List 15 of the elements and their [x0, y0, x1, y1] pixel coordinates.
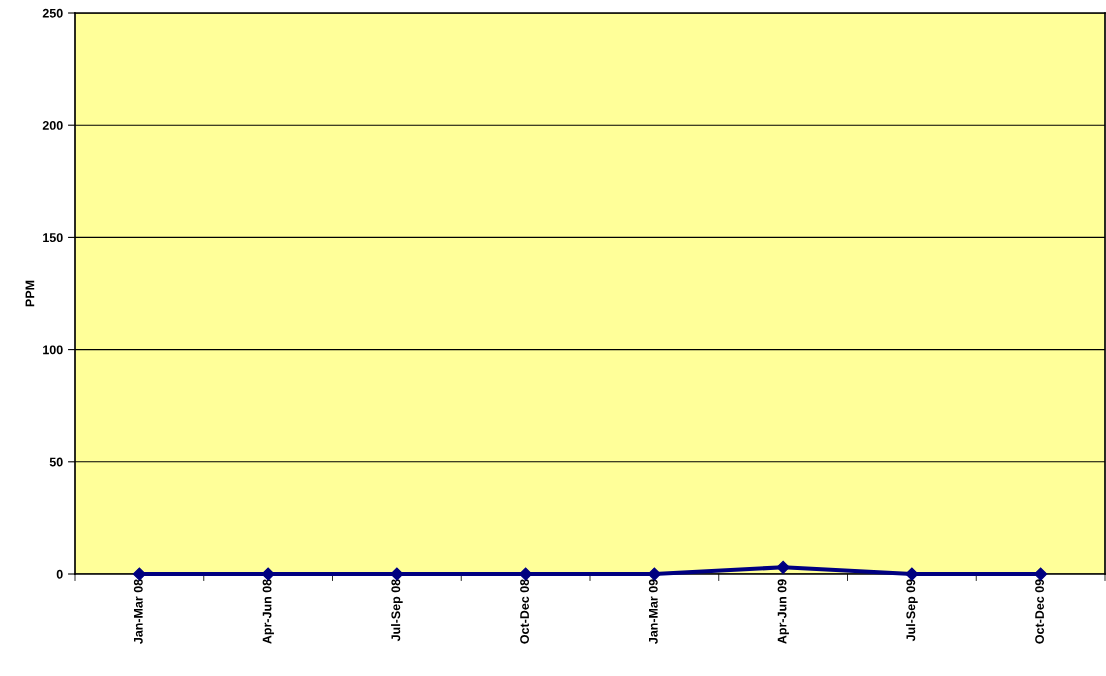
x-tick-label: Jan-Mar 08: [133, 579, 143, 644]
x-tick-label: Oct-Dec 09: [1035, 579, 1044, 644]
x-tick-label: Apr-Jun 08: [262, 579, 274, 644]
y-axis-title: PPM: [25, 280, 35, 307]
x-tick-label: Oct-Dec 08: [520, 579, 529, 644]
y-tick-label: 250: [42, 8, 63, 18]
y-tick-label: 0: [56, 569, 63, 579]
y-tick-label: 150: [43, 233, 63, 243]
x-tick-label: Jul-Sep 08: [391, 579, 403, 642]
y-tick-label: 200: [42, 121, 63, 130]
y-tick-label: 50: [49, 457, 63, 467]
x-tick-label: Jul-Sep 09: [906, 579, 918, 642]
y-tick-label: 100: [43, 345, 63, 355]
x-tick-label: Apr-Jun 09: [777, 579, 789, 644]
x-tick-label: Jan-Mar 09: [648, 579, 658, 644]
